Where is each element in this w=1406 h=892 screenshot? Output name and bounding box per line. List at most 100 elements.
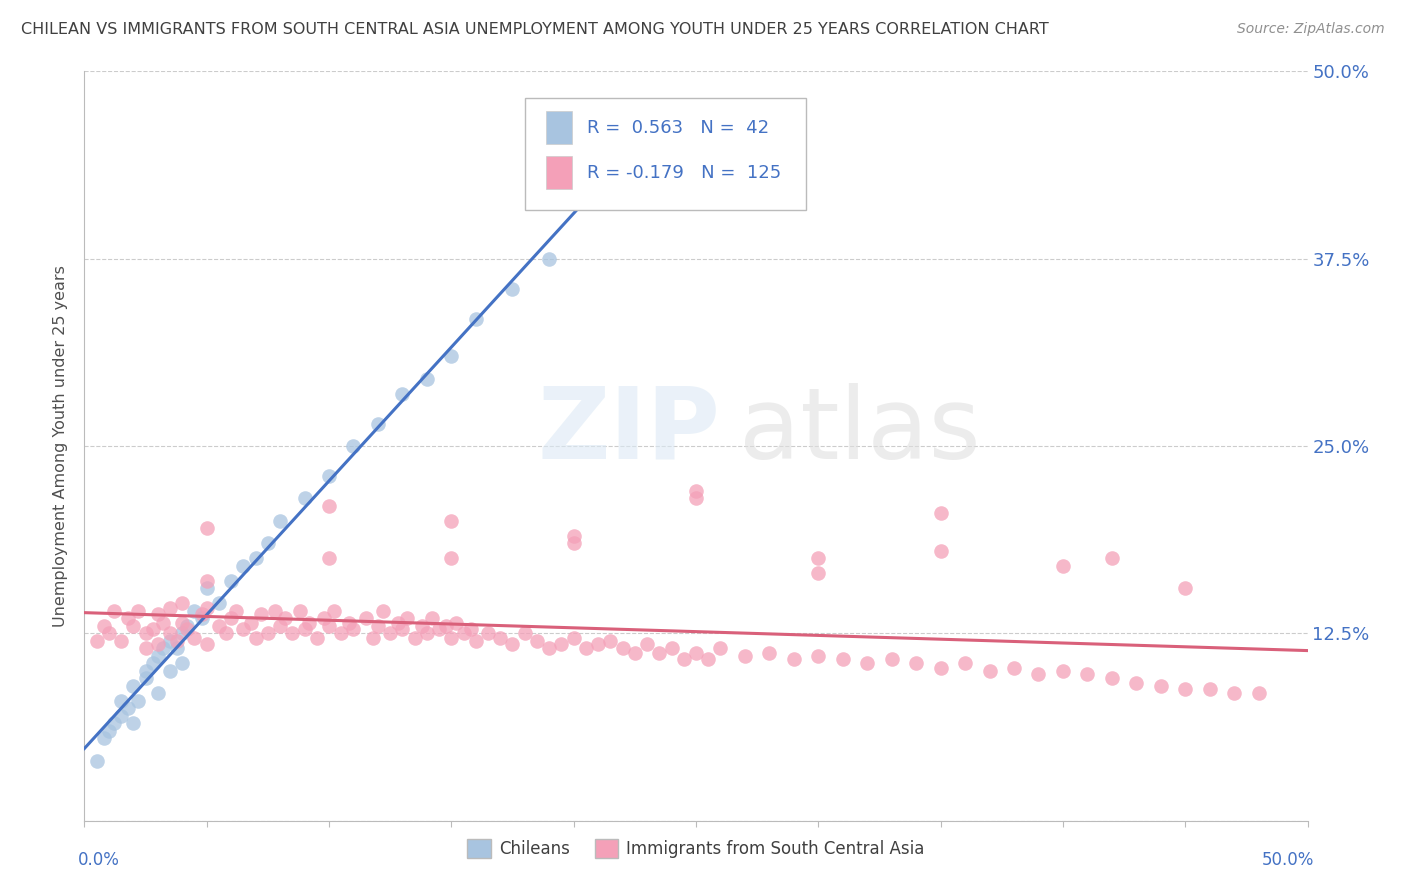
Point (436, 619, 458, 633)
Point (1174, 681, 1197, 696)
Point (135, 671, 157, 685)
Point (575, 641, 598, 656)
Point (411, 619, 433, 633)
Point (420, 611, 443, 625)
Point (1198, 681, 1220, 696)
Point (245, 631, 267, 645)
Point (318, 619, 340, 633)
Point (538, 641, 561, 656)
Point (97, 626, 120, 640)
Point (905, 657, 928, 671)
Point (142, 657, 165, 671)
Text: ZIP: ZIP (537, 383, 720, 480)
Point (257, 536, 280, 550)
Point (416, 626, 439, 640)
Point (709, 641, 731, 656)
Point (612, 641, 634, 656)
Point (526, 633, 548, 648)
Point (257, 626, 280, 640)
Point (783, 652, 806, 666)
Point (807, 566, 830, 581)
Point (264, 604, 287, 618)
Point (1223, 686, 1246, 700)
Text: 50.0%: 50.0% (1261, 851, 1313, 869)
Point (103, 716, 125, 731)
Point (367, 619, 389, 633)
Y-axis label: Unemployment Among Youth under 25 years: Unemployment Among Youth under 25 years (53, 265, 69, 627)
Point (636, 637, 658, 651)
Point (502, 637, 524, 651)
Point (314, 611, 336, 625)
Point (110, 633, 132, 648)
Point (195, 574, 218, 588)
Point (117, 611, 139, 625)
Point (152, 615, 174, 630)
Point (342, 439, 364, 453)
Point (146, 648, 169, 663)
Point (176, 619, 198, 633)
Point (146, 686, 169, 700)
Point (318, 499, 340, 513)
Point (550, 637, 572, 651)
Point (269, 619, 291, 633)
Point (440, 551, 463, 566)
Point (1101, 551, 1123, 566)
FancyBboxPatch shape (546, 155, 572, 189)
Point (97, 723, 120, 738)
FancyBboxPatch shape (524, 97, 806, 210)
Point (305, 631, 328, 645)
Point (367, 417, 389, 431)
Text: CHILEAN VS IMMIGRANTS FROM SOUTH CENTRAL ASIA UNEMPLOYMENT AMONG YOUTH UNDER 25 : CHILEAN VS IMMIGRANTS FROM SOUTH CENTRAL… (21, 22, 1049, 37)
Point (245, 551, 267, 566)
Point (1002, 661, 1025, 675)
Point (110, 708, 132, 723)
Point (322, 604, 344, 618)
Point (758, 646, 780, 660)
Point (159, 633, 181, 648)
Point (396, 611, 419, 625)
Point (1052, 664, 1074, 678)
Point (172, 615, 194, 630)
Point (685, 483, 707, 498)
Point (586, 184, 609, 198)
Point (831, 652, 853, 666)
Point (979, 664, 1001, 678)
Point (117, 701, 139, 715)
Point (135, 641, 157, 656)
Point (624, 646, 647, 660)
Point (318, 551, 340, 566)
Point (318, 469, 340, 483)
Point (661, 641, 683, 656)
Point (416, 371, 439, 385)
Point (249, 607, 271, 621)
Point (274, 611, 297, 625)
Point (880, 652, 903, 666)
Point (1028, 666, 1050, 681)
Point (219, 611, 242, 625)
Point (807, 551, 830, 566)
Point (734, 648, 756, 663)
Point (387, 615, 409, 630)
Point (1174, 582, 1197, 596)
Point (856, 657, 879, 671)
Point (586, 637, 609, 651)
Point (380, 626, 402, 640)
Point (1247, 686, 1270, 700)
Point (953, 657, 976, 671)
Point (191, 607, 214, 621)
Point (183, 604, 205, 618)
Point (685, 491, 707, 506)
Point (440, 514, 463, 528)
Point (176, 622, 198, 636)
Point (538, 252, 561, 266)
Point (195, 600, 218, 615)
Point (513, 626, 536, 640)
Point (183, 631, 205, 645)
Point (648, 646, 671, 660)
Point (86, 633, 108, 648)
Point (269, 514, 291, 528)
Point (342, 622, 364, 636)
Point (219, 574, 242, 588)
Point (166, 633, 188, 648)
Point (172, 626, 194, 640)
